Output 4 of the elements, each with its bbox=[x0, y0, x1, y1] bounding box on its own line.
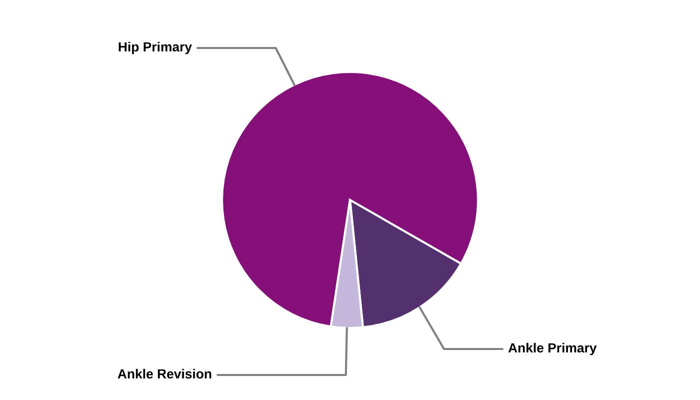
pie-slice bbox=[220, 70, 480, 328]
slice-label: Ankle Revision bbox=[118, 368, 212, 379]
slice-label: Ankle Primary bbox=[508, 342, 597, 356]
slice-label: Hip Primary bbox=[118, 42, 192, 54]
